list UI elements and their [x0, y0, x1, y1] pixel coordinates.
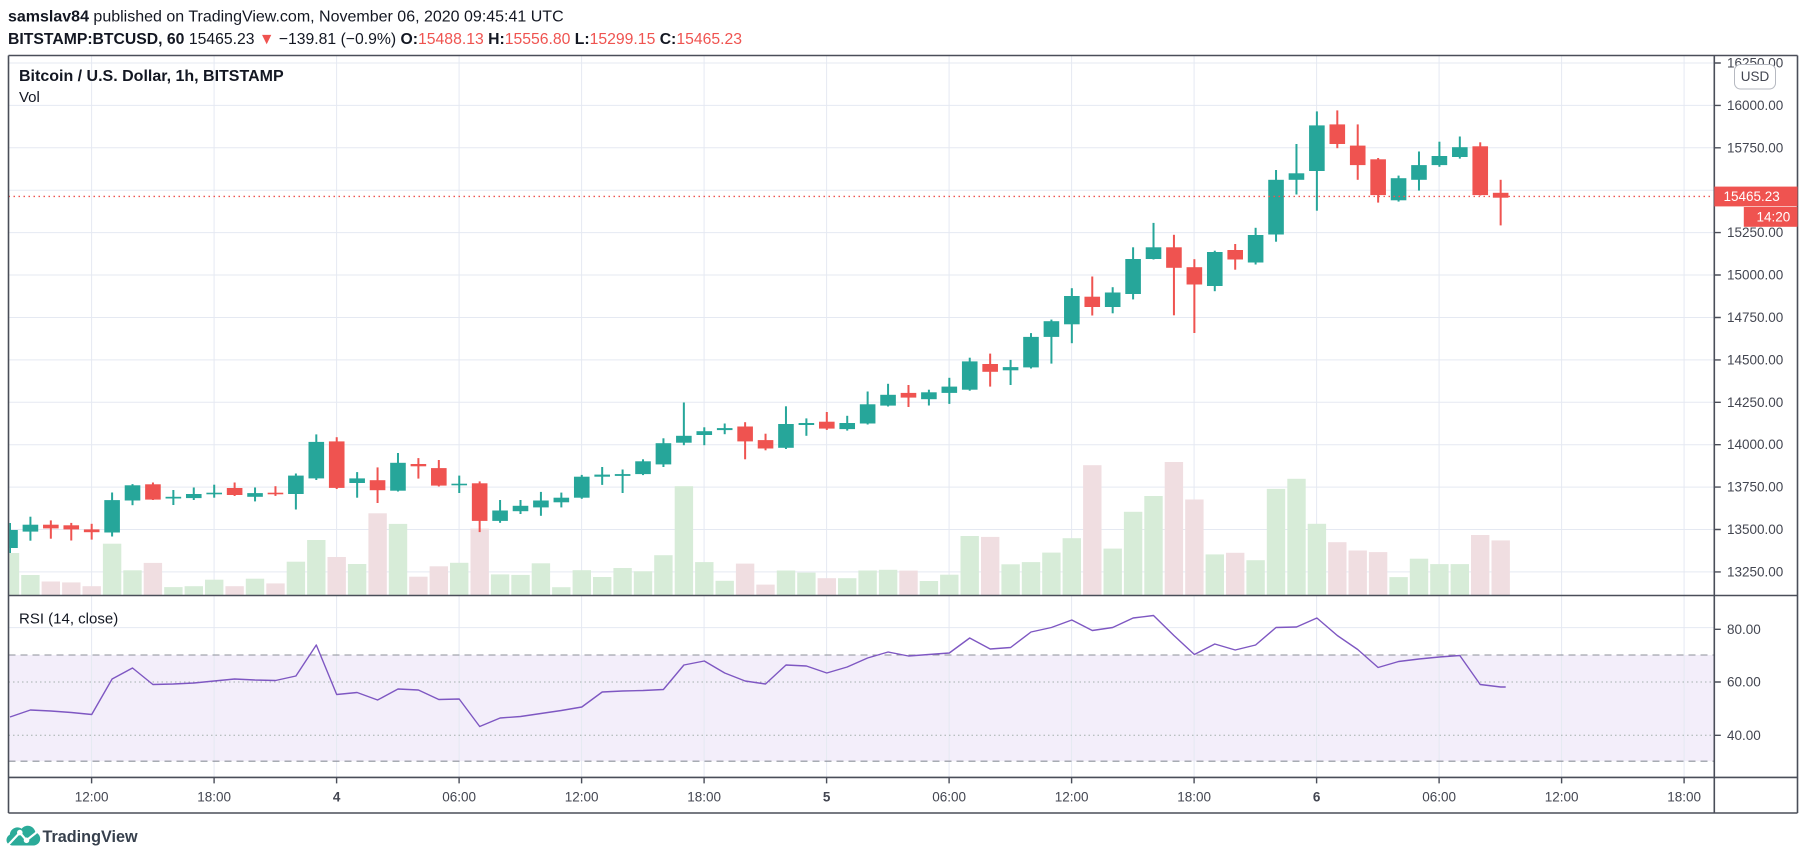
svg-text:15000.00: 15000.00 — [1727, 268, 1783, 283]
svg-text:13750.00: 13750.00 — [1727, 480, 1783, 495]
svg-text:14750.00: 14750.00 — [1727, 310, 1783, 325]
svg-text:12:00: 12:00 — [75, 790, 109, 805]
svg-text:06:00: 06:00 — [932, 790, 966, 805]
svg-text:TradingView: TradingView — [43, 828, 138, 846]
svg-text:15750.00: 15750.00 — [1727, 140, 1783, 155]
svg-text:13500.00: 13500.00 — [1727, 522, 1783, 537]
svg-text:80.00: 80.00 — [1727, 622, 1761, 637]
svg-text:16000.00: 16000.00 — [1727, 98, 1783, 113]
svg-text:12:00: 12:00 — [1545, 790, 1579, 805]
svg-text:18:00: 18:00 — [1667, 790, 1701, 805]
svg-text:samslav84 published on Trading: samslav84 published on TradingView.com, … — [8, 9, 564, 26]
svg-text:14000.00: 14000.00 — [1727, 437, 1783, 452]
svg-text:18:00: 18:00 — [197, 790, 231, 805]
svg-text:18:00: 18:00 — [1177, 790, 1211, 805]
svg-text:Bitcoin / U.S. Dollar, 1h, BIT: Bitcoin / U.S. Dollar, 1h, BITSTAMP — [19, 68, 284, 85]
svg-text:14:20: 14:20 — [1757, 210, 1791, 225]
svg-text:USD: USD — [1741, 69, 1770, 84]
svg-text:12:00: 12:00 — [1055, 790, 1089, 805]
svg-text:06:00: 06:00 — [442, 790, 476, 805]
svg-text:18:00: 18:00 — [687, 790, 721, 805]
svg-text:15250.00: 15250.00 — [1727, 225, 1783, 240]
svg-text:RSI (14, close): RSI (14, close) — [19, 611, 118, 628]
svg-text:14500.00: 14500.00 — [1727, 352, 1783, 367]
svg-text:15465.23: 15465.23 — [1724, 189, 1780, 204]
svg-text:14250.00: 14250.00 — [1727, 395, 1783, 410]
svg-text:12:00: 12:00 — [565, 790, 599, 805]
svg-text:5: 5 — [823, 790, 831, 805]
svg-text:6: 6 — [1313, 790, 1321, 805]
svg-text:4: 4 — [333, 790, 341, 805]
svg-text:06:00: 06:00 — [1422, 790, 1456, 805]
svg-text:Vol: Vol — [19, 89, 40, 106]
svg-text:60.00: 60.00 — [1727, 675, 1761, 690]
svg-text:BITSTAMP:BTCUSD, 60 15465.23 ▼: BITSTAMP:BTCUSD, 60 15465.23 ▼ −139.81 (… — [8, 31, 742, 48]
svg-text:13250.00: 13250.00 — [1727, 564, 1783, 579]
svg-text:40.00: 40.00 — [1727, 728, 1761, 743]
